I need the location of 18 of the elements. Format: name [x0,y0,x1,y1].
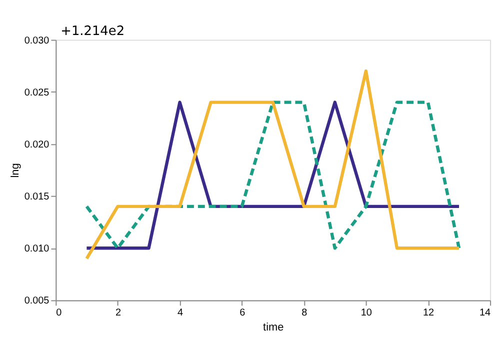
y-axis-title: lng [9,163,22,178]
y-tick-label: 0.020 [24,139,50,150]
x-tick-label: 10 [360,308,372,319]
y-tick-label: 0.025 [24,87,50,98]
y-tick-label: 0.015 [24,192,50,203]
x-tick-label: 6 [240,308,246,319]
y-tick-label: 0.010 [24,244,50,255]
x-tick-label: 12 [422,308,434,319]
line-series [85,69,461,260]
x-axis-title: time [263,322,284,334]
y-tick-label: 0.030 [24,35,50,46]
text: +1.214e2 [60,24,125,39]
x-tick-label: 4 [178,308,184,319]
x-tick-label: 2 [115,308,122,319]
x-tick-label: 8 [302,308,308,319]
x-tick-label: 14 [479,308,492,319]
y-tick-label: 0.005 [24,296,50,307]
x-tick-label: 0 [56,308,62,319]
